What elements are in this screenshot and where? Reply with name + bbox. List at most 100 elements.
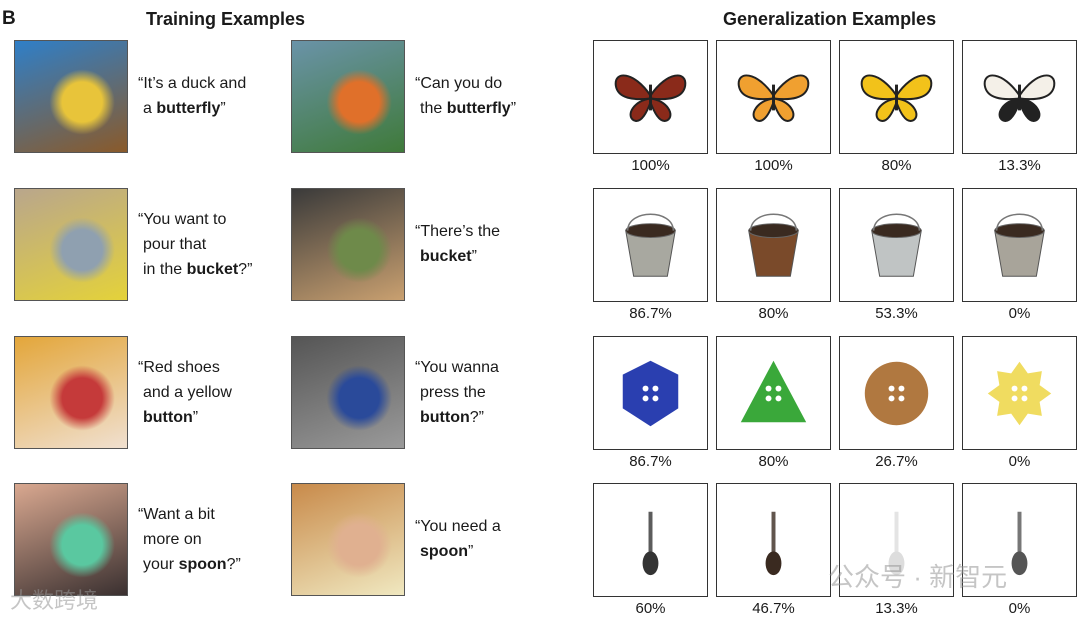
spoon-icon: [765, 511, 782, 576]
caption-line: press the: [420, 383, 486, 401]
training-caption: “You want to pour that in the bucket?”: [138, 207, 252, 282]
generalization-image-bucket: [593, 188, 708, 302]
butterfly-icon: [860, 74, 933, 122]
generalization-image-butterfly: [593, 40, 708, 154]
caption-keyword: butterfly: [156, 100, 221, 117]
bucket-icon: [625, 213, 676, 277]
training-caption: “You need a spoon”: [415, 514, 501, 564]
generalization-image-butterfly: [839, 40, 954, 154]
caption-suffix: ”: [192, 408, 199, 426]
generalization-percentage: 13.3%: [998, 157, 1041, 174]
generalization-percentage: 53.3%: [875, 305, 918, 322]
button-icon: [740, 360, 807, 423]
caption-line: “You need a: [415, 518, 501, 535]
caption-line: pour that: [143, 235, 207, 253]
training-caption: “Red shoes and a yellow button”: [138, 355, 232, 430]
training-photo-bucket: [14, 188, 128, 301]
generalization-percentage: 86.7%: [629, 453, 672, 470]
training-caption: “Can you do the butterfly”: [415, 71, 516, 121]
caption-line: bucket”: [415, 244, 500, 269]
generalization-percentage: 100%: [754, 157, 793, 174]
caption-line: more on: [143, 530, 202, 548]
generalization-image-button: [593, 336, 708, 450]
caption-suffix: ?”: [238, 260, 253, 278]
caption-keyword: bucket: [420, 248, 472, 265]
button-icon: [987, 361, 1052, 426]
training-caption: “You wanna press the button?”: [415, 355, 499, 430]
caption-line: “You want to: [138, 210, 227, 228]
butterfly-icon: [983, 74, 1056, 122]
generalization-image-bucket: [716, 188, 831, 302]
training-caption: “There’s the bucket”: [415, 219, 500, 269]
training-caption: “It’s a duck and a butterfly”: [138, 71, 246, 121]
spoon-icon: [888, 511, 905, 576]
caption-keyword: bucket: [186, 260, 239, 278]
generalization-percentage: 80%: [758, 453, 789, 470]
generalization-percentage: 26.7%: [875, 453, 918, 470]
generalization-percentage: 60%: [635, 600, 666, 617]
button-icon: [622, 360, 679, 427]
generalization-image-button: [962, 336, 1077, 450]
caption-keyword: butterfly: [446, 100, 511, 117]
generalization-image-bucket: [839, 188, 954, 302]
caption-suffix: ”: [510, 100, 517, 117]
generalization-image-button: [839, 336, 954, 450]
caption-keyword: spoon: [178, 555, 227, 573]
caption-line: button”: [138, 405, 232, 430]
caption-keyword: button: [143, 408, 193, 426]
watermark-right: 公众号 · 新智元: [828, 562, 1008, 592]
button-icon: [864, 361, 929, 426]
caption-prefix: in the: [143, 260, 187, 278]
bucket-icon: [748, 213, 799, 277]
caption-line: in the bucket?”: [138, 257, 252, 282]
caption-prefix: your: [143, 555, 179, 573]
bucket-icon: [994, 213, 1045, 277]
training-photo-button: [291, 336, 405, 449]
generalization-percentage: 80%: [881, 157, 912, 174]
generalization-image-spoon: [593, 483, 708, 597]
butterfly-icon: [737, 74, 810, 122]
caption-prefix: a: [143, 100, 157, 117]
caption-line: “It’s a duck and: [138, 75, 247, 92]
generalization-image-spoon: [962, 483, 1077, 597]
caption-keyword: spoon: [420, 543, 468, 560]
panel-label: B: [2, 8, 16, 29]
caption-line: “Red shoes: [138, 358, 220, 376]
generalization-examples-title: Generalization Examples: [723, 9, 937, 29]
watermark-left: 大数跨境: [10, 588, 99, 613]
generalization-image-butterfly: [716, 40, 831, 154]
butterfly-icon: [614, 74, 687, 122]
generalization-percentage: 0%: [1008, 305, 1031, 322]
generalization-image-spoon: [716, 483, 831, 597]
generalization-percentage: 0%: [1008, 453, 1031, 470]
caption-suffix: ”: [471, 248, 477, 265]
training-examples-title: Training Examples: [146, 9, 306, 29]
caption-line: a butterfly”: [138, 96, 246, 121]
caption-suffix: ?”: [226, 555, 241, 573]
generalization-percentage: 80%: [758, 305, 789, 322]
training-caption: “Want a bit more on your spoon?”: [138, 502, 241, 577]
generalization-percentage: 13.3%: [875, 600, 918, 617]
spoon-icon: [642, 511, 659, 576]
generalization-image-button: [716, 336, 831, 450]
generalization-image-bucket: [962, 188, 1077, 302]
training-photo-butterfly: [291, 40, 405, 153]
caption-line: and a yellow: [143, 383, 232, 401]
caption-keyword: button: [420, 408, 470, 426]
caption-line: “Want a bit: [138, 505, 215, 523]
caption-line: button?”: [415, 405, 499, 430]
caption-line: your spoon?”: [138, 552, 241, 577]
caption-suffix: ”: [468, 543, 474, 560]
generalization-image-spoon: [839, 483, 954, 597]
caption-line: “Can you do: [415, 75, 503, 92]
caption-suffix: ”: [220, 100, 226, 117]
caption-line: spoon”: [415, 539, 501, 564]
caption-line: “You wanna: [415, 358, 499, 376]
bucket-icon: [871, 213, 922, 277]
spoon-icon: [1011, 511, 1028, 576]
generalization-percentage: 86.7%: [629, 305, 672, 322]
training-photo-button: [14, 336, 128, 449]
training-photo-bucket: [291, 188, 405, 301]
caption-line: the butterfly”: [415, 96, 516, 121]
generalization-percentage: 100%: [631, 157, 670, 174]
